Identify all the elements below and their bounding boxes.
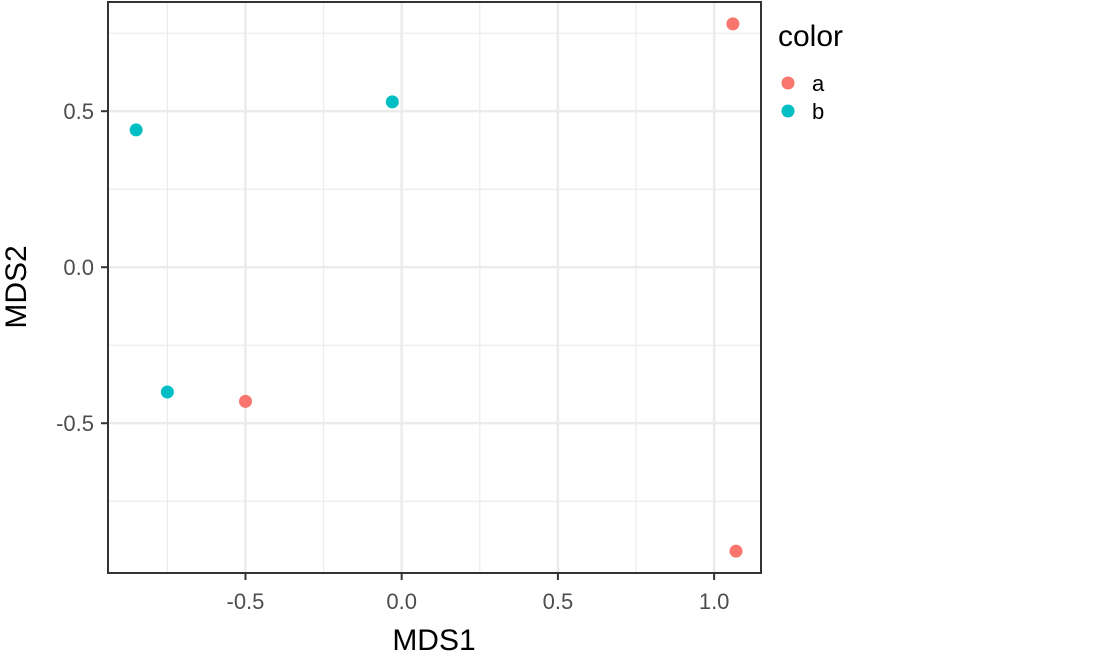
- data-point-b: [385, 95, 399, 109]
- data-point-b: [160, 385, 174, 399]
- plot-panel-background: [108, 2, 761, 573]
- legend-label-a: a: [812, 71, 825, 96]
- grid-minor: [108, 2, 761, 573]
- data-point-b: [129, 123, 143, 137]
- legend-label-b: b: [812, 99, 824, 124]
- plot-panel-border: [107, 1, 762, 574]
- y-tick-label: 0.5: [63, 99, 94, 124]
- legend-key-b: [781, 104, 795, 118]
- x-tick-label: 0.0: [386, 589, 417, 614]
- data-point-a: [238, 394, 252, 408]
- y-axis-title: MDS2: [0, 245, 33, 328]
- x-tick-label: 0.5: [543, 589, 574, 614]
- x-axis-ticks: -0.5 0.0 0.5 1.0: [227, 573, 730, 614]
- legend-title: color: [778, 20, 843, 53]
- x-axis-title: MDS1: [392, 624, 475, 657]
- y-tick-label: 0.0: [63, 255, 94, 280]
- y-tick-label: -0.5: [56, 411, 94, 436]
- y-axis-ticks: -0.5 0.0 0.5: [56, 99, 108, 436]
- data-point-a: [726, 17, 740, 31]
- data-points: [129, 17, 743, 558]
- grid-major: [108, 2, 761, 573]
- x-tick-label: 1.0: [699, 589, 730, 614]
- data-point-a: [729, 544, 743, 558]
- x-tick-label: -0.5: [227, 589, 265, 614]
- legend-key-a: [781, 76, 795, 90]
- legend: color ab: [778, 20, 843, 124]
